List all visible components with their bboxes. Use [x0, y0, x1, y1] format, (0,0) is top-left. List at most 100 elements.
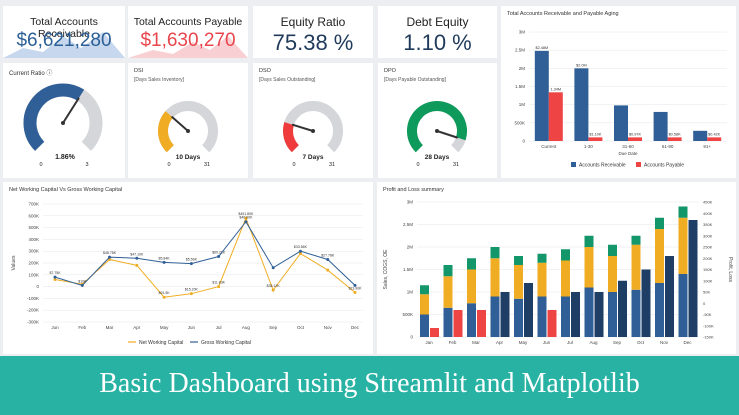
gauge-dpo: 28 Days 0 31	[407, 101, 467, 168]
x-axis-label: Due Date	[618, 151, 638, 156]
y-tick-label: 700K	[28, 202, 39, 207]
data-point	[108, 255, 112, 259]
stacked-bar-segment	[467, 269, 476, 304]
data-point	[53, 275, 57, 279]
stacked-bar-segment	[537, 262, 547, 297]
gauge-card-dso: DSO [Days Sales Outstanding] 7 Days 0 31	[253, 63, 373, 178]
profit-bar	[594, 292, 604, 337]
x-tick-label: 61-90	[662, 144, 674, 149]
y-tick-label: -300K	[27, 320, 39, 325]
data-point	[217, 255, 221, 259]
x-tick-label: Apr	[133, 325, 141, 330]
x-tick-label: Sep	[269, 325, 278, 330]
y-tick-label: 1M	[407, 290, 414, 295]
kpi-card-receivable: Total Accounts Receivable $6,621,280	[3, 6, 125, 58]
y-tick-label: 400K	[28, 237, 39, 242]
stacked-bar-segment	[514, 298, 523, 337]
y-tick-label: 300K	[28, 249, 39, 254]
y2-axis-label: Profit, Loss	[727, 257, 733, 283]
y2-tick-label: 300K	[703, 233, 713, 238]
y-tick-label: 2M	[519, 66, 526, 71]
y-tick-label: 2.5M	[515, 48, 525, 53]
x-tick-label: Oct	[637, 340, 645, 345]
data-point	[271, 288, 275, 292]
y2-tick-label: -150K	[703, 335, 714, 340]
gauge-current: 1.86% 0 3	[23, 83, 103, 168]
card-subtitle: [Days Sales Inventory]	[134, 77, 185, 83]
stacked-bar-segment	[655, 283, 664, 337]
data-point	[326, 268, 330, 272]
y2-tick-label: 150K	[703, 267, 713, 272]
profit-bar	[641, 269, 651, 337]
aging-chart: 0 500K 1M 1.5M 2M 2.5M 3M Current $2.48M 1.34M 1-3…	[514, 30, 727, 169]
pnl-chart-card: Profit and Loss summary 0 500K 1M 1.5M 2M 2.5…	[377, 182, 736, 354]
x-tick-label: Nov	[324, 325, 333, 330]
bar	[614, 105, 628, 141]
bar	[588, 137, 603, 141]
series-line	[54, 216, 356, 298]
chart-title: Net Working Capital Vs Gross Working Cap…	[9, 187, 123, 193]
stacked-bar-segment	[584, 235, 594, 247]
data-label: $0.58K	[669, 132, 682, 136]
stacked-bar-segment	[678, 217, 688, 274]
stacked-bar-segment	[420, 285, 429, 295]
stacked-bar-segment	[537, 253, 547, 263]
gauge-min: 0	[416, 162, 419, 168]
x-tick-label: May	[160, 325, 169, 330]
bar	[628, 137, 642, 141]
legend-label: Accounts Payable	[644, 163, 684, 169]
stacked-bar-segment	[443, 276, 453, 308]
y2-tick-label: 350K	[703, 222, 713, 227]
gauge-hub	[61, 121, 65, 125]
y2-tick-label: -50K	[703, 312, 712, 317]
mountain-decoration	[128, 36, 248, 58]
working-capital-chart: -300K -200K -100K 0 100K 200K 300K 400K 500K 600K…	[11, 202, 363, 346]
data-point	[244, 220, 248, 224]
y2-tick-label: 450K	[703, 200, 713, 205]
legend-swatch	[636, 162, 641, 167]
stacked-bar-segment	[467, 303, 476, 337]
gauge-max: 31	[204, 162, 210, 168]
data-label: $11.83K	[212, 281, 225, 285]
gauge-value: 10 Days	[176, 154, 201, 161]
x-tick-label: Dec	[351, 325, 360, 330]
gauge-dso: 7 Days 0 31	[283, 101, 343, 168]
gauge-dsi: 10 Days 0 31	[158, 101, 218, 168]
stacked-bar-segment	[420, 314, 429, 337]
y-tick-label: 500K	[514, 120, 525, 125]
data-point	[326, 257, 330, 261]
x-tick-label: 1-30	[584, 144, 594, 149]
x-tick-label: Apr	[496, 340, 504, 345]
bar	[548, 92, 563, 141]
stacked-bar-segment	[514, 256, 523, 265]
data-label: $2.0M	[576, 63, 587, 67]
title-banner: Basic Dashboard using Streamlit and Matp…	[0, 356, 739, 415]
x-tick-label: Jul	[567, 340, 573, 345]
kpi-card-debt: Debt Equity 1.10 %	[378, 6, 497, 58]
pnl-chart: 0 500K 1M 1.5M 2M 2.5M 3M -150K -100K -50K 0 50K 100…	[383, 200, 733, 346]
x-tick-label: Jun	[51, 325, 59, 330]
card-title: Current Ratio ⓘ	[9, 71, 53, 77]
gauge-max: 31	[329, 162, 335, 168]
y2-tick-label: 400K	[703, 211, 713, 216]
banner-title: Basic Dashboard using Streamlit and Matp…	[99, 368, 640, 399]
data-point	[135, 256, 139, 260]
x-tick-label: Jun	[188, 325, 196, 330]
data-label: $91.5K	[159, 291, 171, 295]
y-tick-label: 500K	[28, 225, 39, 230]
data-label: $23.90K	[348, 287, 362, 291]
x-tick-label: Feb	[78, 325, 86, 330]
y-tick-label: 3M	[519, 30, 526, 35]
gauge-min: 0	[292, 162, 295, 168]
gauge-needle	[436, 130, 458, 139]
stacked-bar-segment	[514, 265, 523, 299]
stacked-bar-segment	[420, 294, 429, 315]
data-label: $47.10K	[130, 252, 144, 256]
y-tick-label: 0	[410, 335, 413, 340]
stacked-bar-segment	[655, 217, 664, 229]
legend-label: Net Working Capital	[139, 340, 183, 346]
info-icon[interactable]: ⓘ	[46, 71, 53, 77]
y-tick-label: 2M	[407, 245, 414, 250]
y2-tick-label: 100K	[703, 278, 713, 283]
card-subtitle: [Days Sales Outstanding]	[259, 77, 316, 83]
